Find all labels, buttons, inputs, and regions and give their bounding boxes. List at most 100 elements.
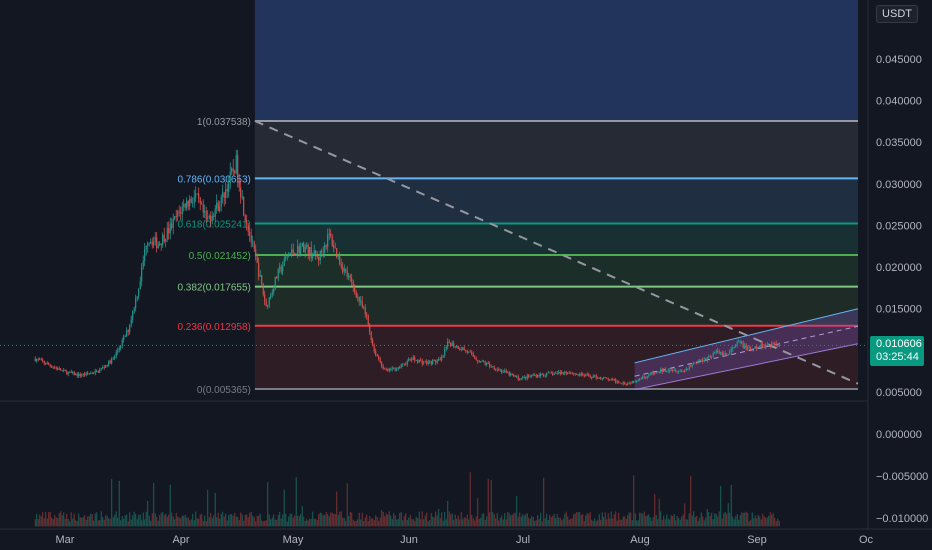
currency-unit-button[interactable]: USDT — [876, 5, 918, 23]
candle-body — [610, 378, 612, 380]
volume-bar — [363, 520, 365, 527]
candle-body — [469, 351, 471, 353]
candle-body — [115, 352, 117, 357]
volume-bar — [357, 519, 359, 527]
volume-bar — [733, 519, 735, 527]
volume-bar — [477, 498, 479, 527]
candle-body — [681, 370, 683, 372]
candle-body — [45, 363, 47, 365]
candle-body — [151, 241, 153, 246]
candle-body — [184, 203, 186, 208]
volume-bar — [94, 513, 96, 527]
candle-body — [744, 344, 746, 348]
volume-bar — [198, 518, 200, 527]
volume-bar — [541, 521, 543, 527]
volume-bar — [501, 515, 503, 527]
candle-body — [703, 359, 705, 362]
candle-body — [673, 369, 675, 371]
candle-body — [279, 266, 281, 270]
candle-body — [82, 373, 84, 376]
volume-bar — [567, 516, 569, 527]
candle-body — [535, 374, 537, 377]
candle-body — [156, 236, 158, 249]
candle-body — [295, 253, 297, 256]
volume-bar — [142, 512, 144, 527]
candle-body — [541, 373, 543, 375]
candle-body — [715, 350, 717, 353]
volume-bar — [523, 515, 525, 527]
volume-bar — [429, 520, 431, 527]
candle-body — [337, 255, 339, 258]
candle-body — [192, 202, 194, 204]
candle-body — [627, 383, 629, 385]
volume-bar — [654, 494, 656, 527]
volume-bar — [46, 518, 48, 527]
candle-body — [244, 215, 246, 221]
candle-body — [282, 266, 284, 272]
volume-bar — [579, 511, 581, 527]
candle-body — [642, 376, 644, 379]
candle-body — [106, 365, 108, 366]
volume-bar — [210, 512, 212, 527]
candle-body — [709, 356, 711, 358]
candle-body — [699, 359, 701, 362]
volume-bar — [180, 518, 182, 527]
candle-body — [352, 281, 354, 287]
candle-body — [139, 281, 141, 290]
volume-bar — [54, 514, 56, 527]
candle-body — [366, 314, 368, 316]
volume-bar — [183, 515, 185, 527]
fib-level-label: 1(0.037538) — [197, 117, 251, 128]
volume-bar — [297, 515, 299, 527]
fib-level-label: 0.786(0.030653) — [177, 174, 250, 185]
candle-body — [525, 376, 527, 379]
candle-body — [759, 346, 761, 348]
volume-bar — [172, 516, 174, 527]
volume-bar — [561, 520, 563, 527]
volume-bar — [87, 516, 89, 527]
candle-body — [180, 212, 182, 214]
candle-body — [267, 305, 269, 307]
candle-body — [768, 344, 770, 346]
candle-body — [649, 373, 651, 376]
candle-body — [589, 375, 591, 377]
candle-body — [300, 246, 302, 254]
volume-bar — [144, 519, 146, 527]
volume-bar — [102, 517, 104, 527]
candle-body — [628, 382, 630, 384]
time-axis-label: Apr — [172, 534, 189, 546]
candle-body — [150, 241, 152, 243]
candle-body — [312, 255, 314, 258]
candle-body — [348, 275, 350, 277]
volume-bar — [259, 513, 261, 527]
volume-bar — [381, 509, 383, 527]
volume-bar — [772, 512, 774, 527]
candle-body — [561, 371, 563, 375]
volume-bar — [121, 515, 123, 527]
volume-bar — [439, 518, 441, 527]
candle-body — [360, 300, 362, 302]
volume-bar — [703, 520, 705, 527]
candle-body — [757, 346, 759, 349]
volume-bar — [729, 512, 731, 527]
volume-bar — [214, 492, 216, 527]
candle-body — [306, 245, 308, 247]
candle-body — [301, 242, 303, 247]
volume-bar — [531, 516, 533, 527]
volume-bar — [462, 519, 464, 527]
volume-bar — [366, 514, 368, 527]
volume-bar — [93, 520, 95, 527]
candle-body — [766, 344, 768, 346]
candle-body — [453, 343, 455, 347]
volume-bar — [691, 515, 693, 527]
candle-body — [493, 366, 495, 370]
volume-bar — [450, 514, 452, 527]
candle-body — [391, 367, 393, 370]
volume-bar — [298, 516, 300, 527]
volume-bar — [682, 514, 684, 527]
volume-bar — [90, 513, 92, 527]
candle-body — [246, 220, 248, 225]
candle-body — [154, 236, 156, 242]
volume-bar — [55, 517, 57, 527]
